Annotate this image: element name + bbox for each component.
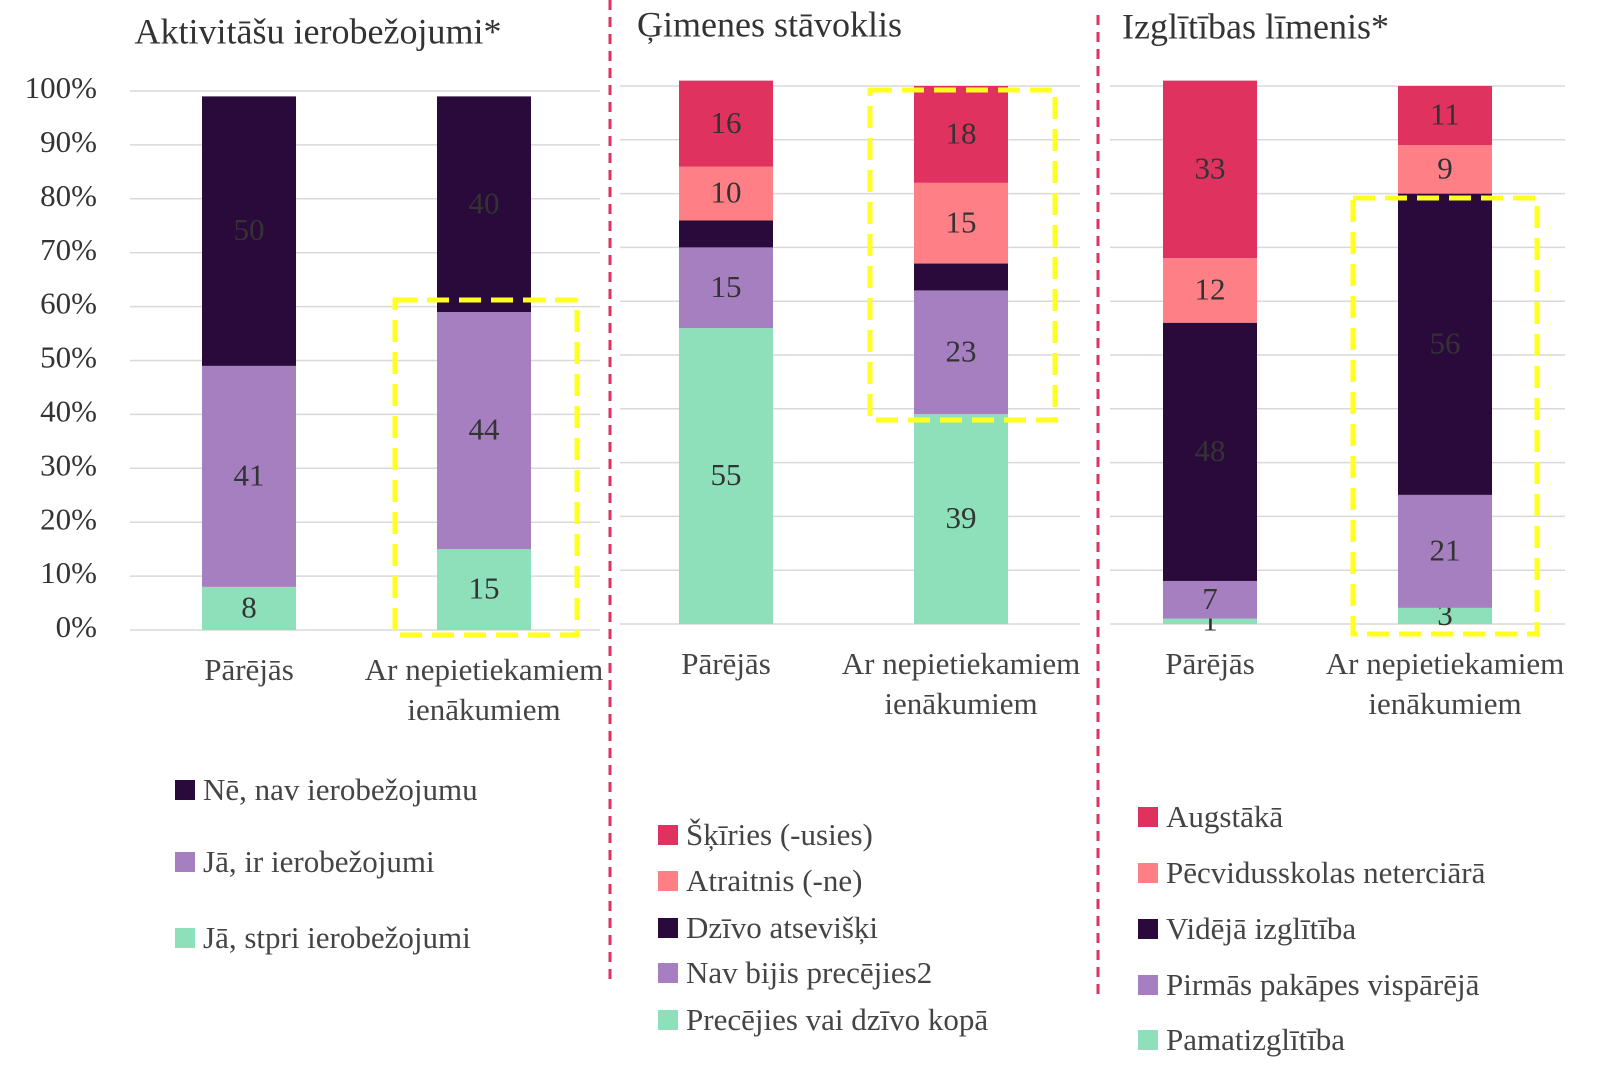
y-tick-label: 70% [40,232,97,267]
data-label: 15 [469,571,500,606]
bar-segment [437,549,531,630]
legend-swatch [1138,1030,1158,1050]
legend-label: Jā, ir ierobežojumi [203,844,435,879]
data-label: 41 [234,457,265,492]
highlight-box [1350,195,1540,637]
bar-segment [1163,80,1257,259]
data-label: 9 [1437,150,1453,185]
x-tick-label: Ar nepietiekamiem ienākumiem [841,646,1081,721]
legend-swatch [175,780,195,800]
legend-label: Atraitnis (-ne) [686,863,863,898]
legend-label: Pirmās pakāpes vispārējā [1166,967,1480,1002]
legend-swatch [175,852,195,872]
data-label: 7 [1202,581,1218,616]
bar-segment [914,182,1008,264]
data-label: 56 [1430,325,1461,360]
bar-segment [914,414,1008,624]
highlight-box [392,297,580,638]
bar-segment [914,263,1008,291]
bar-segment [202,96,296,366]
y-tick-label: 30% [40,447,97,482]
bar-segment [679,247,773,329]
legend-label: Pamatizglītība [1166,1022,1346,1057]
legend-label: Dzīvo atsevišķi [686,910,878,945]
legend-swatch [658,1010,678,1030]
bar-segment [437,311,531,550]
data-label: 10 [711,175,742,210]
highlight-box [867,87,1058,423]
y-tick-label: 50% [40,340,97,375]
chart-title: Ģimenes stāvoklis [637,4,902,44]
bar-segment [1398,607,1492,624]
bar-segment [914,86,1008,183]
data-label: 40 [469,185,500,220]
data-label: 44 [469,412,501,447]
bar-segment [679,220,773,248]
y-tick-label: 60% [40,286,97,321]
legend-swatch [658,871,678,891]
data-label: 18 [946,116,977,151]
y-tick-label: 100% [25,70,97,105]
data-label: 23 [946,333,977,368]
data-label: 21 [1430,532,1461,567]
legend-swatch [658,825,678,845]
legend-label: Augstākā [1166,799,1284,834]
legend-label: Precējies vai dzīvo kopā [686,1002,989,1037]
chart-title: Izglītības līmenis* [1122,6,1389,46]
bar-segment [1398,86,1492,146]
y-tick-label: 80% [40,178,97,213]
legend-label: Šķīries (-usies) [686,817,873,852]
data-label: 55 [711,457,742,492]
bar-segment [1163,618,1257,624]
legend-swatch [1138,863,1158,883]
y-tick-label: 10% [40,555,97,590]
bar-segment [202,586,296,630]
bar-segment [1163,322,1257,581]
legend-label: Vidējā izglītība [1166,911,1357,946]
legend-swatch [175,928,195,948]
legend-label: Jā, stpri ierobežojumi [203,920,471,955]
bar-segment [679,328,773,624]
data-label: 50 [234,212,265,247]
x-tick-label: Pārējās [1165,646,1255,681]
x-tick-label: Pārējās [681,646,771,681]
data-label: 33 [1195,150,1226,185]
x-tick-label: Ar nepietiekamiem ienākumiem [1325,646,1565,721]
legend-swatch [658,963,678,983]
legend-swatch [1138,919,1158,939]
legend-label: Nē, nav ierobežojumu [203,772,478,807]
legend-swatch [1138,807,1158,827]
legend-swatch [658,918,678,938]
bar-segment [437,96,531,312]
y-tick-label: 90% [40,124,97,159]
bar-segment [914,290,1008,415]
data-label: 48 [1195,433,1226,468]
y-tick-label: 20% [40,501,97,536]
bar-segment [202,365,296,587]
bar-segment [679,80,773,167]
legend-swatch [1138,975,1158,995]
data-label: 15 [711,269,742,304]
data-label: 8 [241,590,257,625]
y-tick-label: 40% [40,394,97,429]
bar-segment [1398,494,1492,608]
data-label: 15 [946,204,977,239]
y-tick-label: 0% [56,609,97,644]
legend-label: Pēcvidusskolas neterciārā [1166,855,1486,890]
chart-title: Aktivitāšu ierobežojumi* [135,11,502,51]
bar-segment [1163,258,1257,323]
x-tick-label: Pārējās [204,652,294,687]
x-tick-label: Ar nepietiekamiem ienākumiem [364,652,604,727]
bar-segment [1163,580,1257,619]
data-label: 12 [1195,272,1226,307]
data-label: 11 [1430,97,1460,132]
bar-segment [1398,193,1492,495]
bar-segment [679,166,773,221]
data-label: 39 [946,500,977,535]
legend-label: Nav bijis precējies2 [686,955,933,990]
bar-segment [1398,145,1492,194]
data-label: 16 [711,105,742,140]
